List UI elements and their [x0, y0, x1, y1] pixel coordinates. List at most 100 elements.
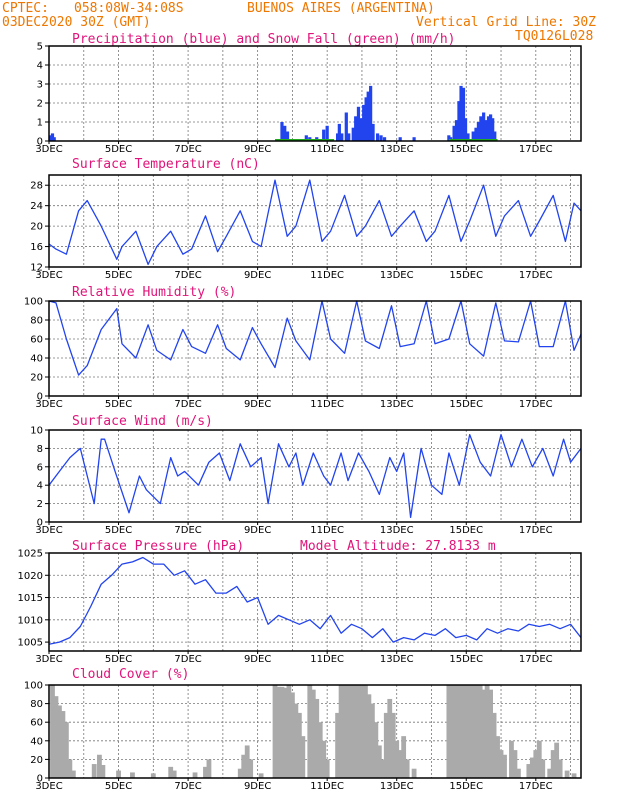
cloud-cover-bar: [509, 740, 514, 778]
plot-frame: [48, 300, 582, 397]
panel-title: Surface Wind (m/s): [72, 414, 213, 429]
x-tick-label: 7DEC: [174, 781, 201, 792]
y-tick-label: 24: [30, 201, 43, 212]
cloud-cover-bar: [467, 685, 473, 778]
plot-frame: [48, 429, 582, 523]
y-tick-label: 28: [30, 181, 43, 192]
cloud-cover-bar: [554, 742, 560, 778]
panel-6: Cloud Cover (%) 0 20 40 60 80 100 3DEC 5DEC 7DEC 9…: [24, 667, 582, 792]
cloud-cover-bar: [411, 768, 417, 778]
cloud-cover-bar: [283, 687, 288, 778]
cloud-cover-bar: [130, 772, 135, 778]
y-tick-label: 1015: [18, 593, 43, 604]
y-tick-label: 4: [37, 61, 43, 72]
precipitation-bar: [491, 118, 495, 141]
precipitation-bar: [447, 135, 451, 141]
x-tick-label: 11DEC: [310, 654, 344, 665]
precipitation-bar: [347, 133, 351, 141]
cloud-cover-bar: [571, 773, 577, 778]
cloud-cover-bar: [150, 773, 156, 778]
precipitation-bar: [471, 131, 475, 141]
y-tick-label: 60: [30, 335, 43, 346]
header-grid-note: Vertical Grid Line: 30Z: [416, 15, 596, 30]
x-tick-label: 3DEC: [35, 144, 62, 155]
precipitation-bar: [359, 118, 363, 141]
x-tick-label: 7DEC: [174, 144, 201, 155]
y-tick-label: 12: [30, 263, 43, 274]
precipitation-bar: [285, 131, 290, 141]
cloud-cover-bar: [53, 696, 59, 778]
series-line: [48, 556, 582, 645]
x-tick-label: 13DEC: [380, 144, 414, 155]
x-tick-label: 3DEC: [35, 270, 62, 281]
x-tick-label: 11DEC: [310, 781, 344, 792]
y-tick-label: 0: [37, 774, 43, 785]
x-tick-label: 17DEC: [519, 654, 553, 665]
cloud-cover-bar: [60, 711, 66, 778]
precipitation-bar: [356, 106, 361, 141]
panel-title: Surface Pressure (hPa): [72, 539, 244, 554]
cloud-cover-bar: [387, 698, 393, 778]
cloud-cover-bar: [192, 772, 198, 778]
cloud-cover-bar: [495, 736, 500, 778]
cloud-cover-bar: [70, 770, 76, 778]
precipitation-bar: [369, 85, 373, 141]
y-tick-label: 2: [37, 499, 43, 510]
x-tick-label: 5DEC: [105, 654, 132, 665]
precipitation-bar: [379, 135, 383, 141]
cloud-cover-bar: [356, 685, 361, 778]
x-tick-label: 5DEC: [105, 399, 132, 410]
cloud-cover-bar: [317, 722, 323, 778]
cloud-cover-bar: [335, 712, 341, 778]
cloud-cover-bar: [564, 770, 570, 778]
x-tick-label: 13DEC: [380, 781, 414, 792]
precipitation-bar: [325, 125, 329, 141]
cloud-cover-bar: [67, 759, 73, 778]
precipitation-bar: [351, 127, 355, 141]
cloud-cover-bar: [512, 750, 518, 778]
x-tick-label: 9DEC: [244, 525, 271, 536]
cloud-cover-bar: [463, 685, 469, 778]
plot-frame: [48, 45, 582, 142]
cloud-cover-bar: [363, 685, 368, 778]
cloud-cover-bar: [206, 759, 212, 778]
precipitation-bar: [466, 133, 470, 141]
precipitation-bar: [371, 123, 375, 141]
y-tick-label: 1025: [18, 549, 43, 560]
precipitation-bar: [283, 125, 287, 141]
cloud-cover-bar: [359, 685, 365, 778]
cloud-cover-bar: [300, 736, 306, 778]
precipitation-bar: [482, 112, 486, 141]
x-tick-label: 17DEC: [519, 525, 553, 536]
x-tick-label: 15DEC: [449, 654, 483, 665]
panel-title: Relative Humidity (%): [72, 285, 236, 300]
x-tick-label: 15DEC: [449, 399, 483, 410]
precipitation-bar: [382, 137, 387, 141]
precipitation-bar: [364, 97, 368, 141]
x-tick-label: 9DEC: [244, 654, 271, 665]
y-tick-label: 0: [37, 518, 43, 529]
cloud-cover-bar: [449, 685, 455, 778]
precipitation-bar: [398, 137, 402, 141]
y-tick-label: 40: [30, 354, 43, 365]
precipitation-bar: [484, 120, 489, 141]
precipitation-bar: [340, 133, 344, 141]
model-altitude-label: Model Altitude: 27.8133 m: [300, 539, 496, 554]
cloud-cover-bar: [477, 685, 483, 778]
cloud-cover-bar: [498, 750, 504, 778]
precipitation-bar: [362, 104, 366, 141]
cloud-cover-bar: [453, 685, 459, 778]
x-tick-label: 15DEC: [449, 270, 483, 281]
cloud-cover-bar: [533, 750, 539, 778]
precipitation-bar: [463, 118, 468, 141]
precipitation-bar: [476, 122, 481, 141]
x-tick-label: 9DEC: [244, 781, 271, 792]
cloud-cover-bar: [547, 768, 553, 778]
y-tick-label: 0: [37, 392, 43, 403]
cloud-cover-bar: [258, 773, 264, 778]
y-tick-label: 8: [37, 444, 43, 455]
y-tick-label: 6: [37, 462, 43, 473]
cloud-cover-bar: [456, 685, 462, 778]
cloud-cover-bar: [91, 764, 97, 778]
y-tick-label: 80: [30, 699, 43, 710]
